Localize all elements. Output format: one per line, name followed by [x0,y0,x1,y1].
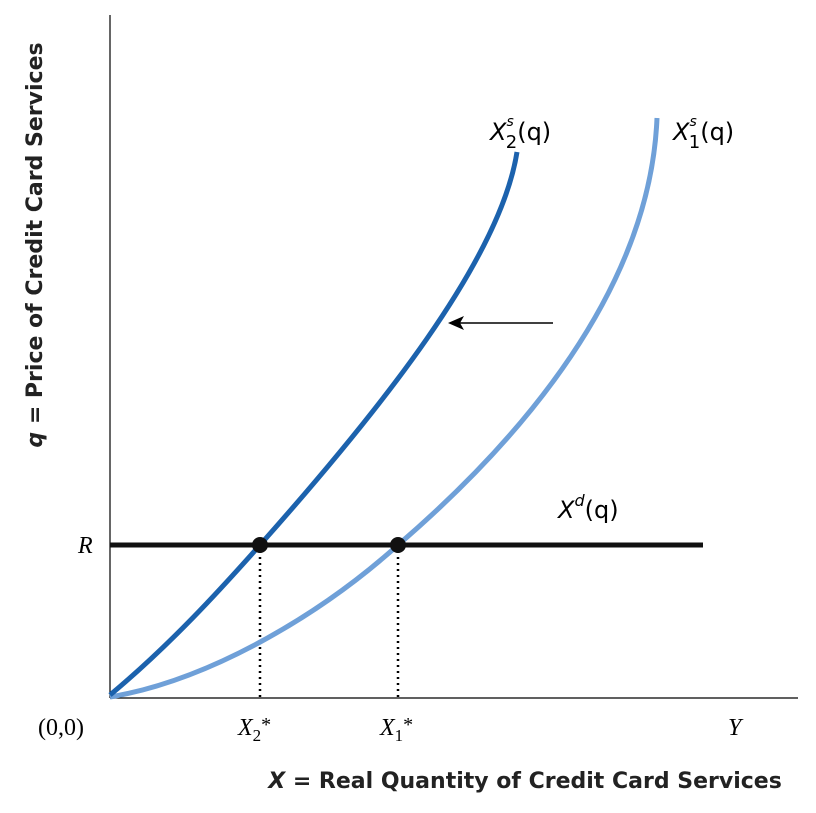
label-base: X [488,118,507,146]
axis-var: X [266,769,286,794]
supply-curve-1 [109,117,660,700]
label-arg: (q) [585,496,619,524]
axis-text: = Real Quantity of Credit Card Services [285,769,782,794]
tick-label: R [77,533,93,559]
tick-label: X2* [237,714,271,745]
tick-sub: 2 [253,726,262,745]
label-sub: 2 [506,132,517,153]
tick-mark: * [403,714,413,736]
equilibrium-point [390,537,406,553]
tick-label: X1* [379,714,413,745]
label-arg: (q) [700,118,734,146]
tick-mark: * [261,714,271,736]
label-sub: 1 [689,132,700,153]
tick-label: Y [728,715,744,741]
supply-curve-2 [108,151,520,697]
curve-label: Xs 2(q) [488,114,551,153]
label-sup: s [689,114,696,130]
label-sup: d [574,491,585,510]
arrow-head [448,316,464,330]
x-axis-title: X = Real Quantity of Credit Card Service… [266,769,782,794]
curve-label: Xs 1(q) [671,114,734,153]
tick-base: X [379,715,396,741]
tick-base: X [237,715,254,741]
axis-var: q [23,432,48,448]
tick-sub: 1 [395,726,404,745]
label-sup: s [506,114,513,130]
axis-text: = Price of Credit Card Services [23,42,48,431]
label-base: X [556,496,575,524]
curve-label: Xd(q) [556,491,619,524]
equilibrium-point [252,537,268,553]
y-axis-title: q = Price of Credit Card Services [23,42,48,447]
tick-label: (0,0) [38,715,84,741]
label-base: X [671,118,690,146]
label-arg: (q) [517,118,551,146]
